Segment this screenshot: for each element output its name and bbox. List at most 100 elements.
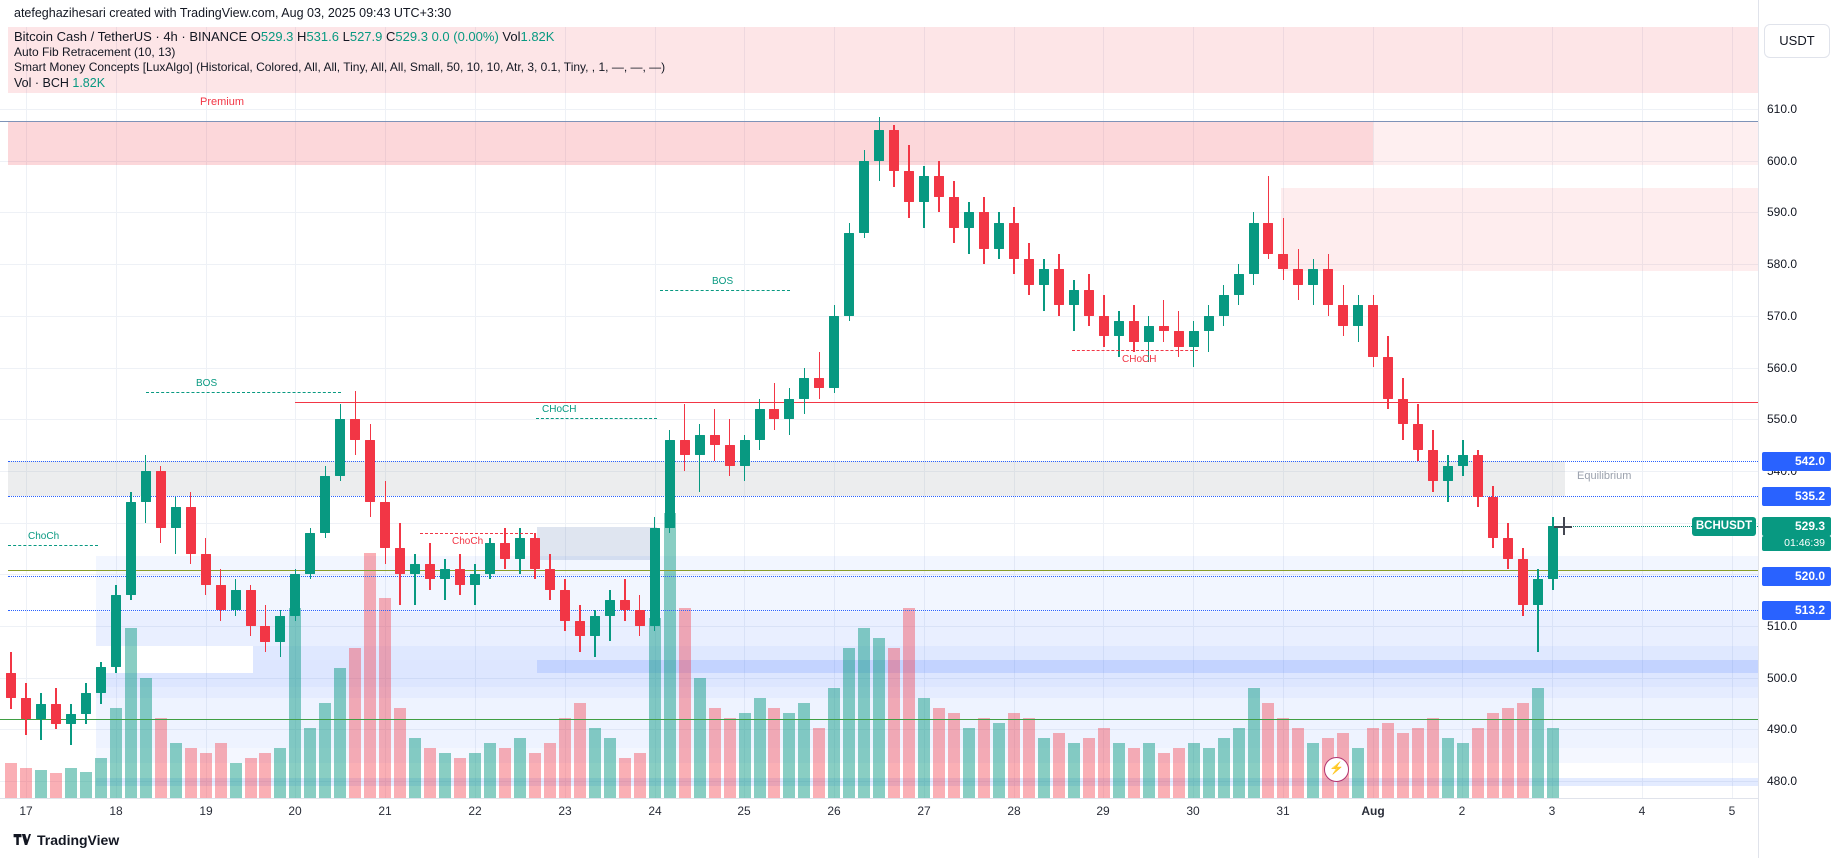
price-tick-label: 560.0 (1767, 361, 1798, 375)
grid-vline (1103, 27, 1104, 798)
smc-structure-line (660, 290, 790, 291)
volume-bar (274, 748, 287, 798)
price-level-chip[interactable]: 542.0 (1762, 451, 1831, 471)
volume-bar (723, 718, 736, 798)
candle (380, 501, 391, 549)
fib-513 (8, 610, 1758, 611)
candle (1338, 305, 1349, 327)
volume-bar (513, 738, 526, 798)
candle (260, 626, 271, 642)
price-level-chip[interactable]: 520.0 (1762, 566, 1831, 586)
candle-wick (1282, 217, 1285, 280)
candle (155, 470, 166, 528)
currency-toggle-button[interactable]: USDT (1764, 24, 1830, 58)
volume-bar (678, 608, 691, 798)
candle (200, 553, 211, 585)
candle (140, 470, 151, 502)
legend-symbol-row[interactable]: Bitcoin Cash / TetherUS · 4h · BINANCE O… (14, 29, 665, 45)
demand-band-7 (96, 698, 1758, 748)
ohlc-c-label: C (386, 29, 396, 44)
legend-volume-row[interactable]: Vol · BCH 1.82K (14, 76, 665, 92)
date-tick-label: 5 (1728, 804, 1736, 818)
time-axis[interactable]: 17 18 19 20 21 22 23 24 25 26 27 28 29 30 31 Aug 2 3 4 5 (0, 798, 1835, 825)
candle (784, 398, 795, 420)
candle (80, 693, 91, 714)
volume-bar (1247, 688, 1260, 798)
grid-vline (1193, 27, 1194, 798)
volume-bar (1307, 743, 1320, 798)
volume-bar (64, 768, 77, 798)
grid-hline (0, 368, 1758, 369)
date-tick-label: 29 (1096, 804, 1110, 818)
legend-fib-row[interactable]: Auto Fib Retracement (10, 13) (14, 44, 176, 59)
candle (1128, 320, 1139, 342)
candle (1308, 269, 1319, 285)
candle (1233, 274, 1244, 296)
grid-vline (1462, 27, 1463, 798)
volume-bar (1217, 738, 1230, 798)
volume-bar (499, 748, 511, 798)
grid-hline (0, 626, 1758, 627)
candle (350, 419, 361, 440)
change-value: 0.0 (0.00%) (431, 29, 499, 44)
supply-band-right (1373, 121, 1758, 165)
tradingview-logo[interactable]: TradingView (12, 830, 119, 849)
grid-hline (0, 729, 1758, 730)
price-level-chip[interactable]: 535.2 (1762, 486, 1831, 506)
candle (1248, 222, 1259, 275)
legend-smc-row[interactable]: Smart Money Concepts [LuxAlgo] (Historic… (14, 60, 666, 74)
idea-flash-icon[interactable]: ⚡ (1324, 757, 1349, 782)
candle-wick (968, 202, 970, 254)
price-axis[interactable]: USDT 610.0 600.0 590.0 580.0 570.0 560.0 550.0… (1758, 0, 1835, 858)
demand-band-2 (96, 612, 1758, 646)
candle (949, 196, 960, 228)
candle (485, 543, 496, 575)
price-level-chip[interactable]: 529.3 (1762, 516, 1831, 536)
candle (275, 615, 286, 642)
grid-vline (1373, 27, 1374, 798)
volume-bar (798, 703, 811, 798)
candle (410, 563, 421, 575)
grid-hline (0, 212, 1758, 213)
ohlc-o-label: O (250, 29, 261, 44)
ohlc-h-label: H (297, 29, 307, 44)
price-tick-label: 600.0 (1767, 154, 1798, 168)
volume-bar (588, 728, 601, 798)
candle (1203, 315, 1214, 332)
grid-vline (116, 27, 117, 798)
candle (1278, 253, 1289, 270)
symbol-title: Bitcoin Cash / TetherUS · 4h · BINANCE (14, 29, 248, 44)
candle-wick (70, 703, 72, 745)
grid-vline (1732, 27, 1733, 798)
ohlc-h-value: 531.6 (306, 29, 339, 44)
volume-bar (94, 758, 107, 798)
volume-bar (873, 638, 886, 798)
candle (290, 574, 301, 616)
supply-band (8, 121, 1373, 165)
candle (6, 672, 16, 699)
volume-bar (528, 753, 541, 798)
candle (1218, 295, 1229, 316)
green-line (0, 719, 1758, 721)
candle (35, 703, 46, 720)
candle-wick (414, 553, 416, 606)
chart-plot-area[interactable]: ChoCh BOS ChoCh CHoCH BOS CHoCH Premium Equilib… (0, 0, 1758, 798)
volume-bar (948, 713, 961, 798)
grid-vline (655, 27, 656, 798)
price-level-chip[interactable]: 513.2 (1762, 600, 1831, 620)
volume-bar (79, 772, 92, 798)
candle (1038, 269, 1049, 285)
candle (874, 129, 885, 161)
volume-bar (1516, 703, 1529, 798)
candle (649, 527, 660, 626)
date-tick-label: 31 (1276, 804, 1290, 818)
candle (1083, 289, 1094, 316)
candle (604, 600, 615, 616)
grid-vline (1014, 27, 1015, 798)
volume-bar (1352, 748, 1365, 798)
grid-vline (565, 27, 566, 798)
candle (1158, 326, 1169, 332)
strong-high-line (295, 402, 1758, 404)
vol-value: 1.82K (520, 29, 555, 44)
smc-structure-label: CHoCH (542, 404, 577, 415)
